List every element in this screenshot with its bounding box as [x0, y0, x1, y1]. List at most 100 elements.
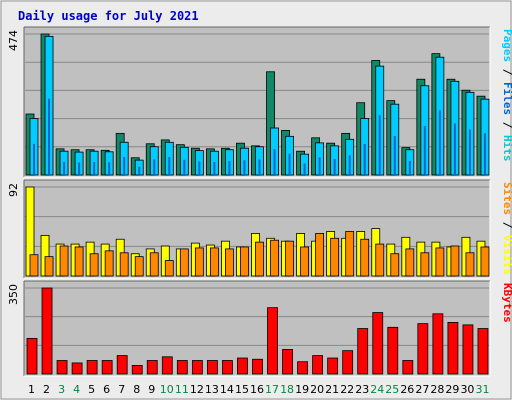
bar-files [213, 161, 216, 175]
x-tick-label: 31 [475, 383, 489, 396]
bar-sites [330, 237, 340, 277]
bar-kbytes [327, 357, 339, 375]
bar-files [393, 136, 396, 175]
x-tick-label: 6 [103, 383, 110, 396]
bar-kbytes [342, 350, 354, 375]
bar-files [138, 166, 141, 175]
bar-kbytes [131, 364, 143, 375]
bar-sites [194, 247, 204, 277]
legend-entry: Hits [501, 135, 512, 162]
x-tick-label: 7 [118, 383, 125, 396]
x-tick-label: 20 [310, 383, 324, 396]
bar-sites [29, 254, 39, 277]
x-tick-label: 22 [340, 383, 354, 396]
x-tick-label: 12 [190, 383, 204, 396]
x-tick-label: 17 [265, 383, 279, 396]
bar-kbytes [222, 360, 233, 375]
bar-files [483, 133, 486, 175]
bar-files [438, 110, 441, 175]
bar-files [183, 159, 186, 175]
bar-sites [59, 245, 69, 277]
bar-files [33, 143, 35, 175]
bar-files [123, 157, 126, 175]
bar-sites [375, 243, 385, 277]
bar-sites [270, 239, 279, 277]
bar-files [93, 161, 96, 175]
bar-kbytes [432, 313, 444, 375]
x-tick-label: 3 [58, 383, 65, 396]
bar-kbytes [101, 360, 113, 375]
bar-files [303, 163, 306, 175]
bar-files [423, 125, 426, 175]
bar-sites [74, 246, 84, 277]
visits-sites-panel: 92 Sites / Visits [7, 179, 512, 279]
x-tick-label: 28 [430, 383, 444, 396]
bar-files [108, 162, 111, 175]
bar-kbytes [387, 326, 399, 375]
bar-kbytes [206, 360, 218, 375]
x-tick-label: 18 [280, 383, 294, 396]
bar-files [408, 161, 411, 175]
bar-sites [345, 231, 355, 277]
x-tick-label: 27 [415, 383, 429, 396]
x-tick-label: 8 [133, 383, 140, 396]
x-tick-label: 21 [325, 383, 339, 396]
bar-files [48, 98, 51, 175]
x-tick-label: 5 [88, 383, 95, 396]
bar-kbytes [402, 360, 414, 375]
bar-kbytes [267, 307, 278, 375]
bar-kbytes [86, 360, 98, 375]
bar-kbytes [312, 355, 324, 375]
bar-files [363, 143, 366, 175]
bar-sites [164, 260, 174, 277]
bar-files [378, 115, 381, 175]
bar-kbytes [26, 337, 38, 375]
bar-kbytes [146, 360, 158, 375]
bar-sites [300, 246, 309, 277]
bar-kbytes [56, 360, 68, 375]
bar-kbytes [297, 361, 308, 375]
y-axis-max-label: 92 [7, 183, 20, 197]
bar-kbytes [176, 360, 188, 375]
bar-files [243, 160, 246, 175]
x-tick-label: 2 [43, 383, 50, 396]
x-tick-label: 23 [355, 383, 369, 396]
bar-sites [240, 246, 249, 277]
bar-sites [44, 256, 54, 277]
bar-files [228, 161, 231, 175]
x-tick-label: 10 [160, 383, 174, 396]
y-axis-max-label: 474 [7, 30, 20, 51]
x-tick-label: 13 [205, 383, 219, 396]
bar-files [78, 162, 81, 175]
bar-files [63, 161, 66, 175]
bar-sites [480, 246, 490, 277]
x-tick-label: 4 [73, 383, 80, 396]
x-tick-label: 30 [460, 383, 474, 396]
legend-entry: Sites [501, 182, 512, 215]
bar-sites [450, 245, 460, 277]
bar-kbytes [282, 349, 293, 375]
bar-sites [134, 256, 144, 277]
kbytes-panel: 350 KBytes [7, 280, 512, 377]
x-tick-label: 1 [28, 383, 35, 396]
legend: Sites / Visits [501, 182, 512, 275]
x-tick-label: 19 [295, 383, 309, 396]
x-tick-label: 11 [175, 383, 189, 396]
legend: KBytes [501, 283, 512, 323]
legend: Pages / Files / Hits [501, 29, 512, 162]
bar-kbytes [237, 357, 248, 375]
chart-title: Daily usage for July 2021 [18, 9, 199, 23]
hits-files-pages-panel: 474 Pages / Files / Hits [7, 26, 512, 178]
bar-files [168, 157, 171, 175]
bar-kbytes [417, 323, 429, 375]
bar-kbytes [252, 358, 263, 375]
bar-files [318, 157, 321, 175]
bar-kbytes [447, 321, 459, 375]
bar-files [468, 129, 471, 175]
bar-sites [255, 241, 264, 277]
y-axis-max-label: 350 [7, 284, 20, 305]
bar-kbytes [116, 355, 128, 375]
legend-entry: / [501, 215, 512, 235]
legend-entry: / [501, 62, 512, 82]
